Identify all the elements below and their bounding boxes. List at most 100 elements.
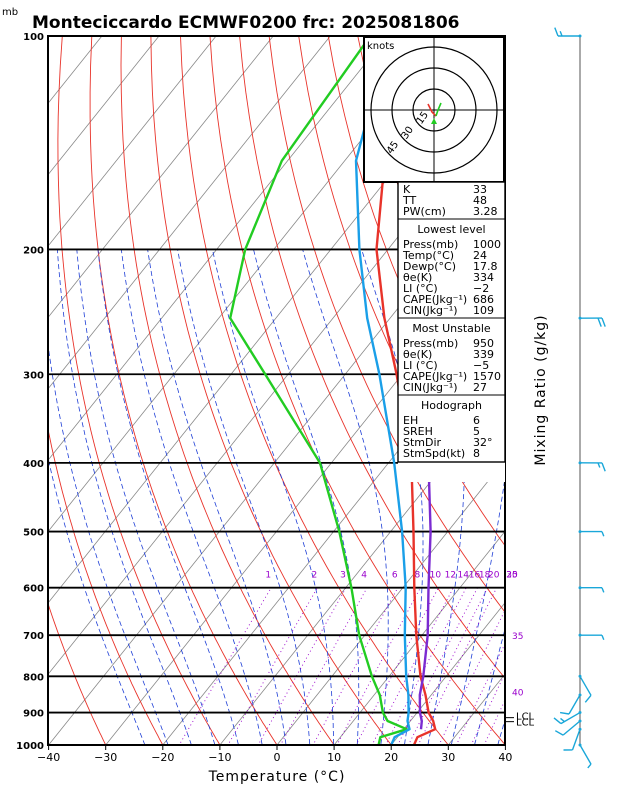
table-row-value: 48 bbox=[473, 194, 487, 207]
indices-table: K 33 TT 48 PW(cm) 3.28 Lowest level Press(mb) 10… bbox=[397, 181, 506, 482]
x-tick-label: −20 bbox=[151, 751, 174, 764]
table-row-key: StmSpd(kt) bbox=[403, 447, 465, 460]
isotherm bbox=[48, 36, 103, 105]
mixing-ratio-label-right: 35 bbox=[512, 632, 523, 642]
wind-barb-feather bbox=[553, 717, 562, 725]
lcl-marker: LCL LCL bbox=[505, 712, 535, 729]
dry-adiabat bbox=[298, 36, 505, 547]
storm-motion-marker bbox=[431, 118, 437, 124]
wind-barb-base bbox=[578, 34, 582, 38]
moist-adiabat bbox=[147, 249, 287, 745]
wind-barb-feather bbox=[584, 694, 592, 703]
mixing-ratio-label: 20 bbox=[488, 570, 500, 580]
table-row-key: PW(cm) bbox=[403, 205, 446, 218]
hodograph-ring bbox=[412, 88, 456, 132]
wind-barb-feather bbox=[597, 317, 602, 327]
isotherm bbox=[48, 36, 331, 390]
wind-barb bbox=[579, 744, 592, 765]
x-tick-label: 30 bbox=[441, 751, 455, 764]
wind-barb-feather bbox=[559, 711, 570, 715]
wind-barb-base bbox=[578, 719, 582, 723]
pressure-tick-label: 100 bbox=[23, 32, 44, 43]
hodograph-unit: knots bbox=[367, 41, 394, 52]
lcl-label: LCL bbox=[516, 712, 535, 723]
pressure-unit-label: mb bbox=[2, 7, 18, 18]
mixing-ratio-label-right: 40 bbox=[512, 688, 524, 698]
moist-adiabat bbox=[57, 249, 192, 745]
wetbulb-line bbox=[354, 64, 411, 745]
dry-adiabat bbox=[48, 427, 164, 745]
dry-adiabat bbox=[57, 36, 221, 745]
dry-adiabat bbox=[48, 602, 107, 745]
table-row-key: CIN(Jkg⁻¹) bbox=[403, 381, 458, 394]
table-row-value: 1570 bbox=[473, 370, 501, 383]
pressure-tick-label: 1000 bbox=[16, 741, 44, 752]
table-row-key: CAPE(Jkg⁻¹) bbox=[403, 293, 467, 306]
pressure-tick-label: 900 bbox=[23, 709, 44, 720]
x-tick-label: −10 bbox=[208, 751, 231, 764]
table-row-key: Dewp(°C) bbox=[403, 260, 456, 273]
dry-adiabat bbox=[209, 36, 505, 745]
table-row-value: 8 bbox=[473, 447, 480, 460]
pressure-tick-label: 600 bbox=[23, 584, 44, 595]
table-row-value: 24 bbox=[473, 249, 487, 262]
table-row-value: 27 bbox=[473, 381, 487, 394]
table-row-key: LI (°C) bbox=[403, 282, 438, 295]
isotherm bbox=[276, 459, 505, 745]
mixing-ratio-line bbox=[279, 587, 368, 745]
wind-barb-feather bbox=[560, 717, 565, 723]
table-row-key: EH bbox=[403, 414, 418, 427]
table-row-value: −2 bbox=[473, 282, 489, 295]
wind-barb-feather bbox=[554, 730, 564, 736]
temperature-line bbox=[375, 36, 452, 745]
isotherm bbox=[105, 245, 505, 745]
mixing-ratio-label: 12 bbox=[445, 570, 456, 580]
x-axis-label: Temperature (°C) bbox=[208, 769, 346, 785]
mixing-ratio-label: 3 bbox=[340, 570, 346, 580]
pressure-tick-label: 400 bbox=[23, 459, 44, 470]
wind-barb bbox=[568, 694, 581, 715]
mixing-ratio-line bbox=[483, 699, 505, 745]
dry-adiabat bbox=[89, 36, 278, 745]
wind-barb-base bbox=[578, 674, 582, 678]
dewpoint-line bbox=[228, 36, 408, 745]
wind-barb-feather bbox=[587, 763, 592, 769]
mixing-ratio-line bbox=[438, 609, 505, 745]
wind-barb-base bbox=[578, 461, 582, 465]
x-tick-label: 10 bbox=[327, 751, 341, 764]
isotherm bbox=[563, 36, 618, 745]
wind-barb bbox=[571, 728, 581, 751]
dry-adiabat bbox=[594, 36, 618, 760]
wind-barb bbox=[579, 675, 592, 696]
table-row-key: TT bbox=[402, 194, 417, 207]
moist-adiabat bbox=[497, 718, 505, 745]
pressure-tick-label: 700 bbox=[23, 631, 44, 642]
wind-barbs bbox=[553, 27, 606, 769]
wind-barb-base bbox=[578, 586, 582, 590]
hodograph-ring bbox=[391, 67, 477, 153]
table-row-value: 339 bbox=[473, 348, 494, 361]
mixing-ratio-line bbox=[408, 587, 489, 745]
wind-barb-base bbox=[578, 633, 582, 637]
moist-adiabat bbox=[120, 249, 263, 745]
table-row-key: Press(mb) bbox=[403, 238, 458, 251]
mixing-ratio-line bbox=[178, 587, 272, 745]
table-row-key: Press(mb) bbox=[403, 337, 458, 350]
chart-title: Monteciccardo ECMWF0200 frc: 2025081806 bbox=[32, 13, 460, 33]
table-row-value: 5 bbox=[473, 425, 480, 438]
moist-adiabat bbox=[48, 341, 169, 745]
x-tick-label: −40 bbox=[37, 751, 60, 764]
table-row-value: 17.8 bbox=[473, 260, 498, 273]
table-row-value: 32° bbox=[473, 436, 493, 449]
table-row-value: 950 bbox=[473, 337, 494, 350]
isotherm bbox=[48, 36, 445, 533]
pressure-tick-label: 800 bbox=[23, 672, 44, 683]
mixing-ratio-label: 10 bbox=[430, 570, 442, 580]
mixing-ratio-line bbox=[257, 587, 347, 745]
wind-barb-feather bbox=[597, 462, 601, 468]
dry-adiabat bbox=[120, 36, 335, 745]
dry-adiabat bbox=[268, 36, 505, 613]
profile-series bbox=[228, 36, 452, 745]
isotherm bbox=[48, 36, 388, 461]
